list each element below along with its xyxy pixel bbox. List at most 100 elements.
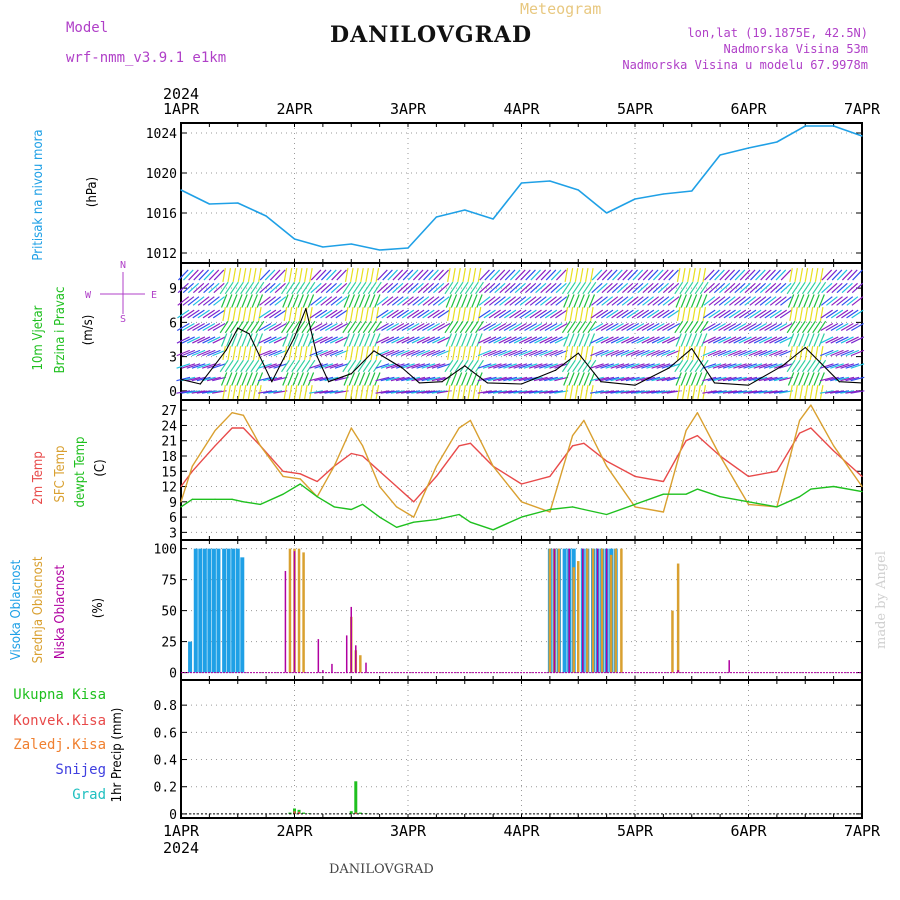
wind-arrow [722, 390, 737, 394]
precip-bar [293, 811, 296, 814]
wind-arrow [206, 390, 221, 394]
wind-arrow [631, 322, 645, 332]
wind-arrow [632, 282, 644, 294]
wind-arrow [428, 269, 439, 281]
wind-arrow [381, 336, 395, 344]
wind-arrow [494, 282, 506, 294]
wind-arrow [813, 333, 820, 347]
wind-arrow [416, 349, 431, 357]
wind-arrow [523, 349, 538, 357]
wind-arrow [182, 322, 195, 332]
wind-arrow [302, 333, 310, 347]
wind-arrow [416, 376, 431, 382]
wind-arrow [694, 359, 704, 373]
y-tick-label: 25 [161, 636, 177, 651]
wind-arrow [600, 322, 614, 332]
wind-arrow [479, 282, 491, 294]
y-tick-label: 0.2 [154, 781, 177, 796]
wind-speed-line-point [373, 350, 375, 352]
wind-arrow [733, 363, 747, 369]
wind-arrow [610, 349, 625, 357]
wind-arrow [717, 363, 732, 369]
wind-arrow [471, 333, 478, 347]
wind-arrow [573, 333, 580, 347]
wind-arrow [733, 322, 747, 332]
wind-arrow [406, 309, 420, 319]
wind-arrow [250, 281, 260, 295]
wind-arrow [426, 349, 441, 357]
wind-arrow [679, 320, 689, 334]
wind-arrow [642, 269, 654, 281]
wind-arrow [432, 322, 446, 332]
wind-arrow [554, 390, 569, 394]
precip-bar [297, 809, 301, 814]
wind-arrow [503, 336, 517, 344]
temp-line-2-point [350, 427, 352, 429]
wind-arrow [447, 268, 451, 282]
wind-speed-line-point [838, 381, 840, 383]
wind-arrow [475, 359, 484, 373]
wind-arrow [549, 376, 564, 382]
wind-arrow [657, 282, 669, 294]
wind-arrow [554, 376, 569, 382]
wind-arrow [391, 336, 405, 344]
wind-arrow [813, 372, 820, 386]
wind-arrow [681, 346, 686, 360]
wind-arrow [391, 296, 404, 306]
wind-arrow [226, 333, 233, 347]
wind-arrow [306, 359, 316, 373]
compass-s: S [120, 314, 126, 325]
wind-speed-line-point [577, 352, 579, 354]
wind-arrow [477, 363, 492, 369]
wind-arrow [610, 336, 624, 344]
wind-arrow [687, 268, 691, 282]
wind-arrow [626, 336, 640, 344]
cloud-unit: (%) [91, 598, 106, 618]
wind-arrow [803, 372, 810, 386]
wind-arrow [739, 269, 751, 281]
temp-line-2-point [333, 465, 335, 467]
wind-arrow [304, 268, 308, 282]
wind-arrow [779, 363, 793, 369]
wind-arrow [840, 390, 855, 394]
compass-n: N [120, 260, 126, 271]
wind-arrow [846, 282, 858, 294]
wind-arrow [519, 322, 532, 332]
temp-line-3-point [833, 485, 835, 488]
x-tick-label-top: 1APR [163, 100, 200, 118]
wind-arrow [437, 309, 450, 319]
x-tick-label-top: 2APR [276, 100, 313, 118]
wind-arrow [530, 269, 541, 281]
wind-arrow [319, 336, 333, 344]
wind-arrow [809, 385, 814, 399]
y-tick-label: 27 [161, 404, 177, 419]
wind-arrow [774, 349, 788, 357]
temp-line-2-point [259, 445, 262, 447]
wind-arrow [514, 322, 527, 332]
wind-arrow [363, 372, 371, 386]
wind-arrow [421, 390, 436, 394]
wind-arrow [577, 320, 587, 334]
wind-arrow [674, 359, 684, 373]
wind-arrow [631, 309, 644, 319]
wind-arrow [493, 322, 507, 332]
wind-arrow [694, 320, 704, 334]
wind-arrow [759, 282, 772, 294]
temp-line-1-point [776, 470, 778, 472]
wind-arrow [549, 322, 563, 332]
wind-arrow [786, 281, 796, 295]
temp-line-3-point [299, 483, 301, 485]
temp-line-1-point [583, 442, 585, 444]
x-tick-label-bottom: 2APR [276, 822, 313, 840]
wind-arrow [642, 296, 654, 306]
wind-arrow [423, 269, 434, 281]
wind-arrow [197, 322, 211, 332]
wind-arrow [738, 390, 753, 394]
cloud-bar [202, 548, 207, 673]
temp-line-2-point [282, 475, 284, 477]
wind-arrow [325, 309, 338, 319]
wind-arrow [297, 372, 304, 386]
wind-arrow [610, 376, 625, 382]
wind-arrow [422, 282, 435, 294]
wind-arrow [196, 390, 211, 394]
